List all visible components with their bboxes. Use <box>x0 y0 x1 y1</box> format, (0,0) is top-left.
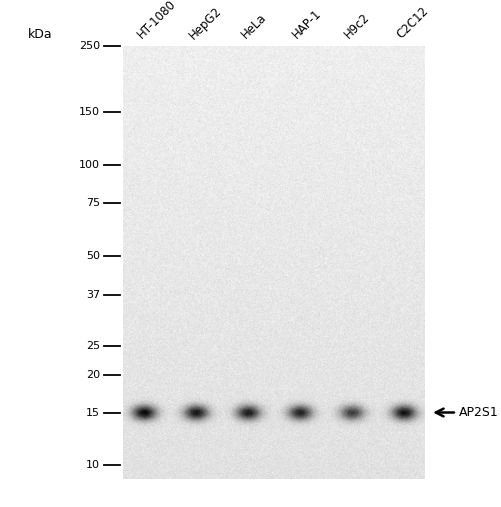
Text: HAP-1: HAP-1 <box>290 8 324 42</box>
Text: 37: 37 <box>86 290 100 300</box>
Text: HT-1080: HT-1080 <box>135 0 178 42</box>
Text: 250: 250 <box>79 41 100 51</box>
Text: 20: 20 <box>86 370 100 380</box>
Text: 15: 15 <box>86 408 100 417</box>
Text: 100: 100 <box>79 160 100 170</box>
Text: kDa: kDa <box>28 27 52 41</box>
Text: H9c2: H9c2 <box>341 11 372 42</box>
Text: 75: 75 <box>86 198 100 208</box>
Text: C2C12: C2C12 <box>393 5 430 42</box>
Text: 10: 10 <box>86 460 100 470</box>
Text: AP2S1: AP2S1 <box>458 406 498 419</box>
Text: HepG2: HepG2 <box>186 4 224 42</box>
Text: HeLa: HeLa <box>238 11 268 42</box>
Text: 50: 50 <box>86 250 100 261</box>
Text: 150: 150 <box>79 107 100 117</box>
Text: 25: 25 <box>86 341 100 351</box>
